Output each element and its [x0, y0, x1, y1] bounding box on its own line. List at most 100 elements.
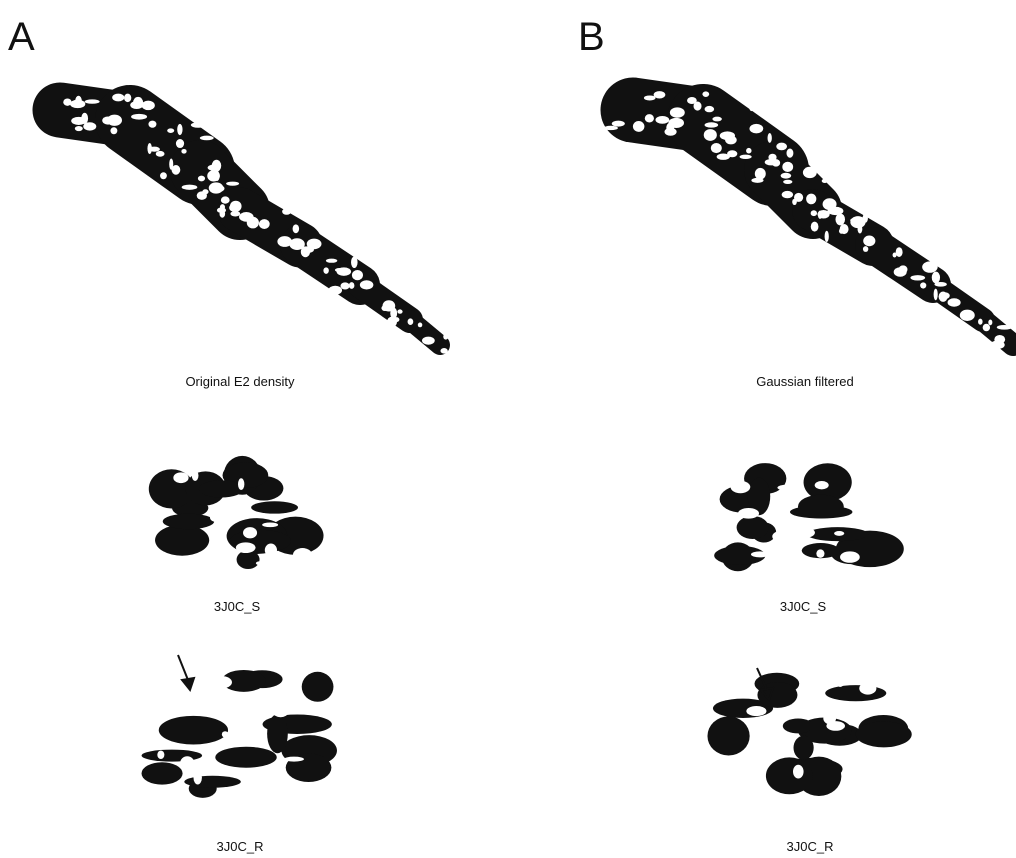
caption: 3J0C_R [787, 839, 834, 854]
cavity [687, 97, 697, 105]
cavity [74, 125, 83, 132]
density [714, 545, 766, 566]
cavity [306, 238, 322, 250]
cavity [814, 480, 829, 490]
cavity [382, 300, 396, 312]
cavity [102, 116, 114, 125]
arrow [756, 667, 768, 691]
cavity [810, 221, 819, 232]
cavity [211, 676, 232, 689]
cavity [229, 203, 241, 213]
cavity [931, 271, 941, 284]
cavity [328, 285, 343, 295]
cavity [838, 228, 845, 234]
cavity [323, 267, 329, 274]
cavity [264, 543, 277, 557]
cavity [893, 267, 907, 277]
cavity [112, 93, 125, 102]
density [400, 310, 450, 355]
cavity [292, 548, 313, 562]
cavity [817, 210, 823, 219]
cavity [282, 208, 292, 215]
caption: Original E2 density [185, 374, 295, 389]
density [215, 746, 277, 768]
cavity [978, 318, 983, 325]
density [803, 463, 852, 502]
cavity [746, 147, 752, 154]
cavity [703, 129, 717, 141]
cavity [821, 178, 828, 184]
cavity [793, 764, 804, 779]
cavity [947, 298, 961, 307]
cavity [895, 247, 903, 257]
cavity [407, 318, 414, 325]
cavity [262, 782, 280, 794]
cavity [922, 261, 938, 273]
density [793, 735, 814, 760]
cavity [716, 153, 730, 160]
cavity [838, 781, 849, 794]
cavity [236, 781, 259, 795]
density [267, 714, 288, 754]
cavity [632, 121, 645, 132]
cavity [806, 193, 817, 205]
cavity [160, 172, 167, 180]
cavity [777, 547, 795, 560]
cavity [988, 319, 993, 326]
cavity [669, 107, 685, 118]
density [707, 716, 750, 756]
density [251, 501, 298, 514]
cavity [704, 122, 719, 128]
cavity [297, 243, 304, 250]
cavity [780, 172, 792, 179]
density [155, 524, 210, 556]
density [757, 681, 798, 708]
cavity [167, 128, 175, 133]
density [797, 494, 844, 519]
density [747, 477, 771, 516]
density [198, 480, 244, 498]
density [222, 462, 269, 489]
cavity [834, 530, 845, 536]
cavity [181, 148, 187, 154]
cavity [284, 756, 304, 762]
cavity [910, 275, 926, 281]
cavity [193, 770, 202, 785]
panel-label: B [578, 15, 605, 59]
cavity [603, 125, 618, 131]
cavity [81, 112, 89, 124]
cavity [835, 213, 846, 226]
density [825, 685, 887, 702]
cavity [211, 159, 222, 172]
cavity [739, 154, 752, 159]
caption: 3J0C_S [780, 599, 827, 614]
cavity [797, 527, 815, 538]
cavity [181, 184, 198, 190]
caption: Gaussian filtered [756, 374, 854, 389]
cavity [155, 150, 165, 157]
cavity [920, 282, 927, 289]
cavity [959, 309, 975, 321]
cavity [710, 143, 722, 154]
cavity [351, 256, 358, 269]
cavity [816, 549, 825, 558]
cavity [877, 775, 899, 785]
cavity [216, 506, 223, 512]
cavity [351, 270, 363, 281]
cavity [802, 166, 817, 179]
density [765, 757, 813, 795]
cavity [235, 542, 256, 554]
cavity [840, 551, 860, 563]
cavity [157, 750, 165, 760]
cavity [191, 470, 199, 482]
cavity [823, 712, 837, 725]
cavity [702, 91, 710, 97]
cavity [221, 731, 229, 738]
cavity [277, 236, 292, 247]
cavity [440, 348, 448, 354]
cavity [63, 98, 72, 106]
arrow [177, 654, 189, 681]
cavity [827, 206, 844, 216]
